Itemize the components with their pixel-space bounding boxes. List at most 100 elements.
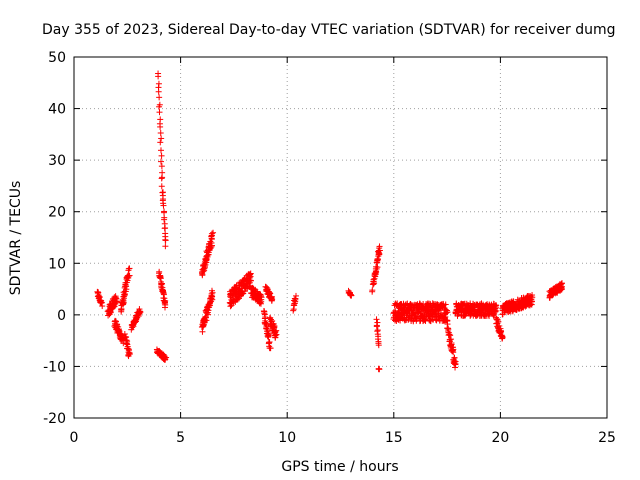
data-point	[452, 361, 459, 368]
data-point	[159, 284, 166, 291]
data-point	[155, 73, 162, 80]
data-point	[199, 272, 206, 279]
data-point	[265, 331, 272, 338]
data-point	[158, 175, 165, 182]
data-point	[558, 281, 565, 288]
data-point	[493, 302, 500, 309]
data-point	[499, 333, 506, 340]
data-point	[161, 225, 168, 232]
data-point	[120, 295, 127, 302]
data-point	[207, 245, 214, 252]
data-point	[369, 288, 376, 295]
data-point	[126, 351, 133, 358]
data-point	[247, 277, 254, 284]
y-tick-label: 10	[48, 256, 66, 272]
data-point	[158, 152, 165, 159]
data-point	[155, 88, 162, 95]
data-point	[528, 298, 535, 305]
data-points	[94, 70, 566, 373]
data-point	[448, 341, 455, 348]
data-point	[158, 147, 165, 154]
data-point	[114, 298, 121, 305]
data-point	[137, 309, 144, 316]
data-point	[162, 243, 169, 250]
data-point	[161, 295, 168, 302]
data-point	[136, 306, 143, 313]
data-point	[262, 319, 269, 326]
data-point	[370, 280, 377, 287]
data-point	[157, 139, 164, 146]
data-point	[261, 310, 268, 317]
data-point	[269, 317, 276, 324]
data-point	[161, 216, 168, 223]
y-tick-label: 0	[57, 308, 66, 324]
data-point	[118, 307, 125, 314]
axis-ticks: 0 5 10 15 20 25 -20 -10 0 10 20 30 40 50	[43, 50, 616, 446]
data-point	[444, 309, 451, 316]
data-point	[157, 158, 164, 165]
data-point	[374, 264, 381, 271]
data-point	[205, 251, 212, 258]
data-point	[126, 272, 133, 279]
x-tick-label: 10	[278, 430, 296, 446]
data-point	[121, 292, 128, 299]
y-tick-label: -20	[43, 411, 66, 427]
data-point	[158, 183, 165, 190]
y-tick-label: 40	[48, 102, 66, 118]
data-point	[558, 280, 565, 287]
data-point	[162, 301, 169, 308]
data-point	[374, 255, 381, 262]
y-tick-label: 50	[48, 50, 66, 66]
data-point	[156, 94, 163, 101]
data-point	[492, 303, 499, 310]
data-point	[292, 292, 299, 299]
data-point	[271, 323, 278, 330]
x-tick-label: 0	[70, 430, 79, 446]
data-point	[263, 322, 270, 329]
data-point	[99, 303, 106, 310]
data-point	[450, 349, 457, 356]
data-point	[442, 301, 449, 308]
x-axis-label: GPS time / hours	[281, 459, 398, 475]
data-point	[376, 365, 383, 372]
data-point	[160, 202, 167, 209]
data-point	[273, 327, 280, 334]
data-point	[451, 355, 458, 362]
data-point	[208, 242, 215, 249]
y-tick-label: -10	[43, 359, 66, 375]
data-point	[447, 332, 454, 339]
data-point	[493, 307, 500, 314]
data-point	[156, 103, 163, 110]
data-point	[162, 236, 169, 243]
data-point	[126, 265, 133, 272]
y-tick-label: 20	[48, 205, 66, 221]
data-point	[495, 318, 502, 325]
data-point	[452, 364, 459, 371]
x-tick-label: 25	[598, 430, 616, 446]
plot-border	[73, 56, 608, 419]
data-point	[124, 343, 131, 350]
data-point	[268, 297, 275, 304]
data-point	[112, 295, 119, 302]
data-point	[405, 316, 412, 323]
data-point	[209, 289, 216, 296]
data-point	[374, 319, 381, 326]
chart-title: Day 355 of 2023, Sidereal Day-to-day VTE…	[42, 22, 616, 38]
data-point	[156, 268, 163, 275]
data-point	[208, 230, 215, 237]
y-axis-label: SDTVAR / TECUs	[8, 181, 24, 296]
data-point	[157, 129, 164, 136]
x-tick-label: 20	[491, 430, 509, 446]
data-point	[122, 333, 129, 340]
data-point	[161, 208, 168, 215]
data-point	[210, 229, 217, 236]
data-point	[156, 109, 163, 116]
data-point	[158, 135, 165, 142]
data-point	[376, 247, 383, 254]
data-point	[292, 296, 299, 303]
data-point	[157, 123, 164, 130]
data-point	[199, 328, 206, 335]
data-point	[158, 163, 165, 170]
